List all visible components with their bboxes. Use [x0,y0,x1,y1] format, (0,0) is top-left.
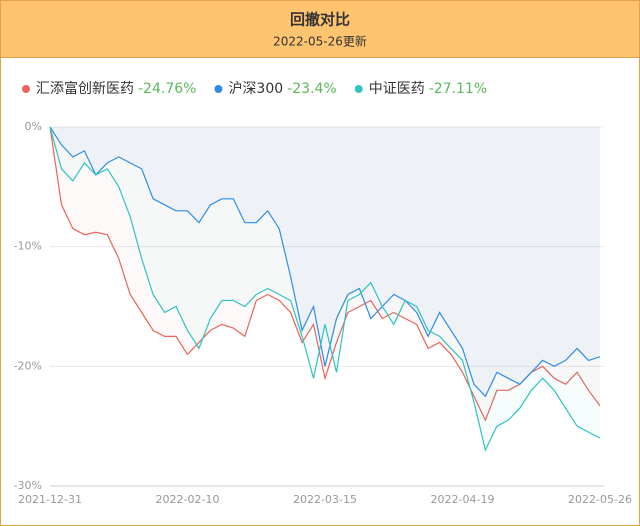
legend-value: -23.4% [287,81,337,97]
area-fill [50,127,600,421]
series-line [49,126,601,398]
legend-label: 汇添富创新医药 [36,80,134,97]
y-tick-label: -30% [14,479,42,492]
x-tick-label: 2022-04-19 [431,493,495,506]
legend-value: -27.11% [429,81,487,97]
area-fill [50,127,600,397]
legend-value: -24.76% [138,81,196,97]
chart-subtitle: 2022-05-26更新 [273,34,367,49]
area-fill [50,127,600,451]
x-tick-label: 2022-02-10 [156,493,220,506]
legend-marker [22,85,30,93]
series-line [49,126,601,452]
y-tick-label: -20% [14,359,42,372]
legend-label: 沪深300 [228,81,283,97]
legend-marker [214,85,223,93]
x-tick-label: 2022-05-26 [568,493,632,506]
legend-marker [354,85,363,93]
y-tick-label: -10% [14,240,42,253]
legend-label: 中证医药 [369,81,425,97]
header [0,0,640,58]
y-tick-label: 0% [25,120,42,133]
x-tick-label: 2021-12-31 [18,493,82,506]
series-line [49,126,601,422]
chart-title: 回撤对比 [290,11,350,29]
x-tick-label: 2022-03-15 [293,493,357,506]
